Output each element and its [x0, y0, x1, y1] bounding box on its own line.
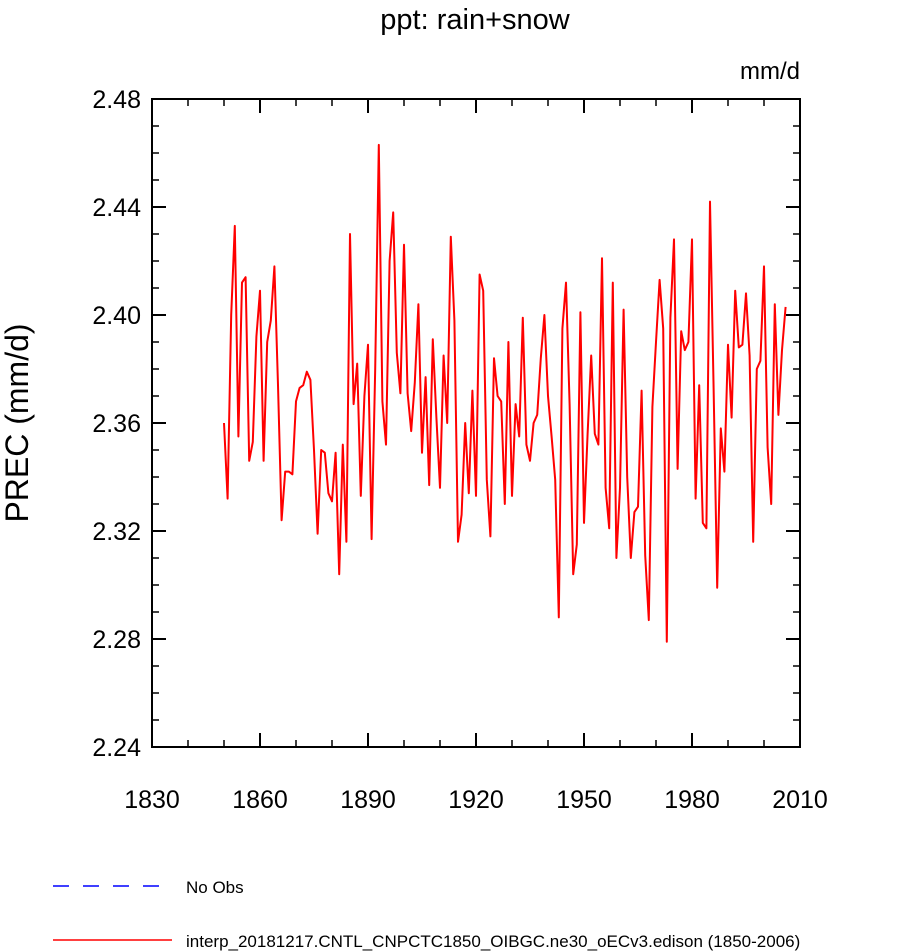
y-tick-label: 2.48	[92, 86, 141, 114]
x-tick-label: 1920	[448, 786, 504, 814]
y-tick-label: 2.36	[92, 410, 141, 438]
y-tick-labels: 2.24 2.28 2.32 2.36 2.40 2.44 2.48	[92, 86, 141, 762]
x-tick-label: 1980	[664, 786, 720, 814]
units-label: mm/d	[740, 58, 800, 85]
x-tick-label: 1860	[232, 786, 288, 814]
legend-label-no-obs: No Obs	[186, 878, 244, 897]
legend: No Obs interp_20181217.CNTL_CNPCTC1850_O…	[53, 878, 800, 951]
y-tick-label: 2.24	[92, 734, 141, 762]
y-tick-label: 2.28	[92, 626, 141, 654]
x-tick-label: 2010	[772, 786, 828, 814]
series-line-prec	[223, 143, 787, 643]
x-tick-labels: 1830 1860 1890 1920 1950 1980 2010	[124, 786, 828, 814]
x-tick-label: 1950	[556, 786, 612, 814]
x-tick-label: 1890	[340, 786, 396, 814]
legend-label-model: interp_20181217.CNTL_CNPCTC1850_OIBGC.ne…	[186, 932, 800, 951]
chart-title: ppt: rain+snow	[380, 4, 570, 36]
plot-area	[223, 143, 787, 643]
axis-ticks	[151, 98, 801, 748]
y-tick-label: 2.32	[92, 518, 141, 546]
y-tick-label: 2.40	[92, 302, 141, 330]
y-axis-label: PREC (mm/d)	[0, 323, 35, 522]
y-tick-label: 2.44	[92, 194, 141, 222]
x-tick-label: 1830	[124, 786, 180, 814]
